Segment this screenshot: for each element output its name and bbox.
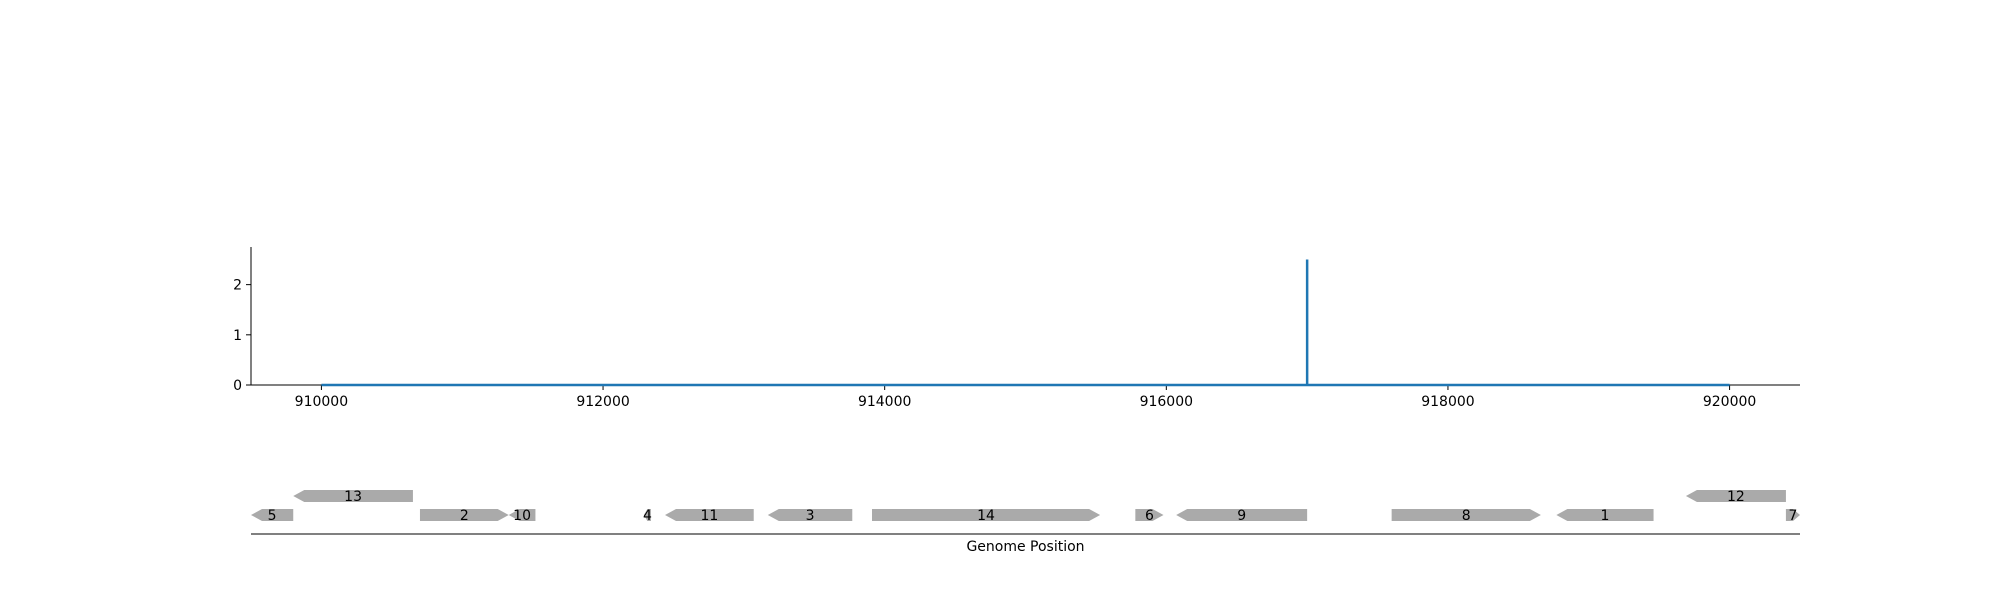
gene-label: 10 bbox=[513, 508, 531, 524]
gene-arrow: 12 bbox=[1685, 489, 1786, 505]
gene-arrow: 13 bbox=[293, 489, 413, 505]
gene-arrow-shape bbox=[1176, 509, 1308, 521]
gene-arrow: 10 bbox=[508, 508, 536, 524]
gene-map-x-axis-title: Genome Position bbox=[966, 539, 1084, 555]
gene-label: 4 bbox=[643, 508, 652, 524]
gene-label: 5 bbox=[268, 508, 277, 524]
gene-arrow-shape bbox=[665, 509, 754, 521]
gene-arrow: 8 bbox=[1391, 508, 1541, 524]
gene-arrow-shape bbox=[643, 509, 651, 521]
gene-arrow-shape bbox=[1135, 509, 1164, 521]
gene-map-plot: 5 13 2 10 4 11 3 14 6 9 8 1 12 7 Genome Position bbox=[251, 489, 1800, 555]
x-tick-label: 912000 bbox=[576, 394, 629, 410]
gene-arrow: 4 bbox=[643, 508, 652, 524]
gene-label: 13 bbox=[344, 489, 362, 505]
coverage-y-ticks: 0 1 2 bbox=[233, 278, 251, 394]
gene-arrow-shape bbox=[1785, 509, 1800, 521]
gene-arrow: 9 bbox=[1176, 508, 1308, 524]
gene-arrow-shape bbox=[251, 509, 294, 521]
gene-label: 12 bbox=[1727, 489, 1745, 505]
gene-arrow: 14 bbox=[872, 508, 1101, 524]
y-tick-label: 0 bbox=[233, 378, 242, 394]
x-tick-label: 920000 bbox=[1703, 394, 1756, 410]
gene-arrow: 5 bbox=[251, 508, 294, 524]
gene-label: 7 bbox=[1788, 508, 1797, 524]
gene-arrow-shape bbox=[767, 509, 853, 521]
gene-arrow: 6 bbox=[1135, 508, 1164, 524]
gene-label: 3 bbox=[806, 508, 815, 524]
x-tick-label: 910000 bbox=[295, 394, 348, 410]
x-tick-label: 916000 bbox=[1140, 394, 1193, 410]
gene-arrow-shape bbox=[872, 509, 1101, 521]
gene-label: 9 bbox=[1237, 508, 1246, 524]
gene-arrow: 11 bbox=[665, 508, 754, 524]
gene-arrow-shape bbox=[419, 509, 509, 521]
gene-label: 14 bbox=[977, 508, 995, 524]
gene-label: 6 bbox=[1145, 508, 1154, 524]
gene-label: 1 bbox=[1601, 508, 1610, 524]
gene-arrow: 1 bbox=[1556, 508, 1654, 524]
gene-arrow-shape bbox=[1685, 490, 1786, 502]
coverage-series bbox=[321, 259, 1730, 387]
y-tick-label: 1 bbox=[233, 328, 242, 344]
gene-label: 11 bbox=[700, 508, 718, 524]
coverage-x-ticks: 910000 912000 914000 916000 918000 920000 bbox=[295, 385, 1756, 410]
gene-arrow-shape bbox=[1391, 509, 1541, 521]
y-tick-label: 2 bbox=[233, 278, 242, 294]
coverage-line bbox=[321, 259, 1730, 387]
gene-arrow-shape bbox=[1556, 509, 1654, 521]
gene-label: 8 bbox=[1462, 508, 1471, 524]
gene-arrow-shape bbox=[508, 509, 536, 521]
x-tick-label: 918000 bbox=[1421, 394, 1474, 410]
coverage-plot: 0 1 2 910000 912000 914000 916000 918000 920000 bbox=[233, 247, 1800, 410]
gene-arrow: 2 bbox=[419, 508, 509, 524]
x-tick-label: 914000 bbox=[858, 394, 911, 410]
gene-arrows: 5 13 2 10 4 11 3 14 6 9 8 1 12 7 bbox=[251, 489, 1800, 524]
gene-arrow: 3 bbox=[767, 508, 853, 524]
gene-label: 2 bbox=[460, 508, 469, 524]
gene-arrow-shape bbox=[293, 490, 413, 502]
gene-arrow: 7 bbox=[1785, 508, 1800, 524]
